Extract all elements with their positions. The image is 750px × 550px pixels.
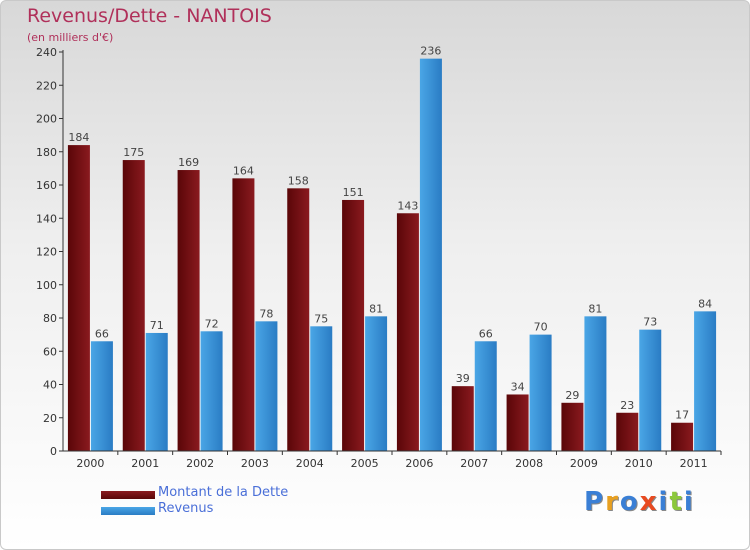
bar-revenue xyxy=(145,332,168,451)
value-label-debt: 39 xyxy=(456,372,470,385)
legend-label-revenue: Revenus xyxy=(158,501,214,516)
bar-debt xyxy=(561,402,584,451)
bar-debt xyxy=(671,422,694,451)
y-tick-label: 140 xyxy=(36,212,57,225)
bar-revenue xyxy=(584,316,607,451)
value-label-debt: 158 xyxy=(288,174,309,187)
value-label-revenue: 72 xyxy=(205,317,219,330)
bar-debt xyxy=(451,386,474,451)
y-tick-label: 20 xyxy=(43,412,57,425)
y-tick-label: 80 xyxy=(43,312,57,325)
bars-group: 184 66 175 71 169 72 164 78 158 75 151 81 143 236 39 66… xyxy=(67,45,717,452)
x-tick-label: 2008 xyxy=(515,457,543,470)
logo-letter: r xyxy=(605,487,620,517)
bar-revenue xyxy=(474,341,497,451)
bar-revenue xyxy=(529,334,552,451)
value-label-revenue: 66 xyxy=(95,327,109,340)
y-tick-label: 40 xyxy=(43,379,57,392)
x-tick-label: 2001 xyxy=(131,457,159,470)
value-label-revenue: 66 xyxy=(479,327,493,340)
value-label-revenue: 81 xyxy=(588,302,602,315)
y-tick-label: 60 xyxy=(43,345,57,358)
x-tick-label: 2010 xyxy=(625,457,653,470)
axes-group: 0 20 40 60 80 100 120 140 160 180 200 220 240 2000 200… xyxy=(36,46,722,470)
value-label-debt: 143 xyxy=(397,199,418,212)
bar-debt xyxy=(342,199,365,451)
value-label-debt: 151 xyxy=(343,186,364,199)
logo-letter: t xyxy=(669,487,684,517)
logo-letter: o xyxy=(619,487,640,517)
y-tick-label: 160 xyxy=(36,179,57,192)
bar-revenue xyxy=(694,311,717,451)
logo-letter: x xyxy=(639,487,659,517)
y-tick-label: 180 xyxy=(36,146,57,159)
value-label-revenue: 78 xyxy=(259,307,273,320)
x-tick-label: 2000 xyxy=(76,457,104,470)
y-tick-label: 240 xyxy=(36,46,57,59)
chart-title: Revenus/Dette - NANTOIS xyxy=(27,5,272,27)
bar-debt xyxy=(177,170,200,451)
x-tick-label: 2003 xyxy=(241,457,269,470)
bar-debt xyxy=(122,160,145,451)
bar-debt xyxy=(506,394,529,451)
value-label-revenue: 81 xyxy=(369,302,383,315)
value-label-debt: 175 xyxy=(123,146,144,159)
y-tick-label: 100 xyxy=(36,279,57,292)
bar-revenue xyxy=(365,316,388,451)
bar-revenue xyxy=(200,331,223,451)
value-label-debt: 34 xyxy=(511,380,525,393)
x-tick-label: 2006 xyxy=(405,457,433,470)
value-label-debt: 184 xyxy=(68,131,89,144)
bar-debt xyxy=(232,178,255,451)
bar-revenue xyxy=(90,341,113,451)
value-label-revenue: 75 xyxy=(314,312,328,325)
logo-letter: i xyxy=(683,487,695,517)
value-label-debt: 29 xyxy=(565,389,579,402)
logo-letter: P xyxy=(584,487,606,517)
x-tick-label: 2009 xyxy=(570,457,598,470)
value-label-revenue: 70 xyxy=(534,321,548,334)
logo-letter: i xyxy=(658,487,670,517)
value-label-debt: 164 xyxy=(233,164,254,177)
value-label-revenue: 71 xyxy=(150,319,164,332)
y-tick-label: 0 xyxy=(50,445,57,458)
value-label-revenue: 73 xyxy=(643,316,657,329)
value-label-revenue: 84 xyxy=(698,297,712,310)
bar-revenue xyxy=(255,321,278,451)
bar-revenue xyxy=(419,58,442,452)
x-tick-label: 2005 xyxy=(351,457,379,470)
y-tick-label: 200 xyxy=(36,113,57,126)
bar-debt xyxy=(616,412,639,451)
bar-revenue xyxy=(310,326,333,451)
chart-subtitle: (en milliers d'€) xyxy=(27,31,114,44)
value-label-revenue: 236 xyxy=(420,45,441,58)
x-tick-label: 2002 xyxy=(186,457,214,470)
x-tick-label: 2011 xyxy=(680,457,708,470)
y-tick-label: 120 xyxy=(36,246,57,259)
proxiti-logo: Proxiti xyxy=(584,487,695,517)
bar-revenue xyxy=(639,329,662,451)
legend-swatch-debt xyxy=(101,491,155,499)
bar-debt xyxy=(396,213,419,451)
value-label-debt: 17 xyxy=(675,409,689,422)
value-label-debt: 169 xyxy=(178,156,199,169)
y-tick-label: 220 xyxy=(36,79,57,92)
bar-debt xyxy=(67,145,90,451)
x-tick-label: 2004 xyxy=(296,457,324,470)
legend-label-debt: Montant de la Dette xyxy=(158,485,289,500)
legend-swatch-revenue xyxy=(101,507,155,515)
bar-debt xyxy=(287,188,310,451)
x-tick-label: 2007 xyxy=(460,457,488,470)
value-label-debt: 23 xyxy=(620,399,634,412)
